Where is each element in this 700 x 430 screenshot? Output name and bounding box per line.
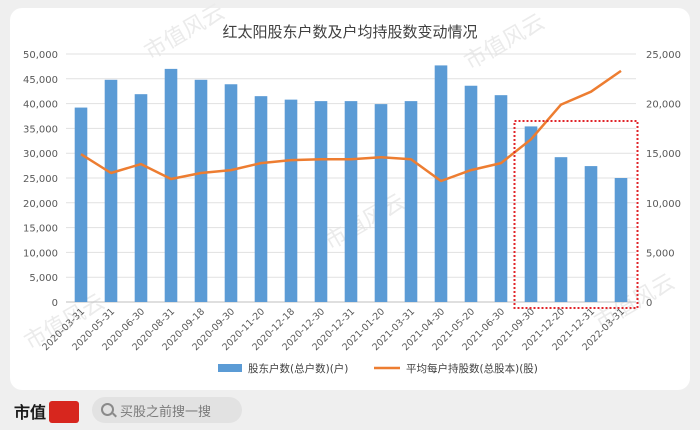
watermark-text: 市值风云 — [321, 190, 410, 256]
y-left-tick-label: 0 — [52, 298, 58, 309]
bar-shareholders — [194, 79, 208, 303]
y-left-tick-label: 25,000 — [23, 174, 58, 185]
y-left-tick-label: 45,000 — [23, 75, 58, 86]
y-right-tick-label: 20,000 — [646, 100, 681, 111]
bar-shareholders — [494, 95, 508, 302]
brand-logo[interactable]: 市值 — [14, 399, 80, 423]
y-left-tick-label: 10,000 — [23, 248, 58, 259]
y-right-tick-label: 10,000 — [646, 199, 681, 210]
bar-shareholders — [464, 85, 478, 302]
y-right-tick-label: 0 — [646, 298, 652, 309]
highlight-box — [513, 120, 639, 309]
bar-shareholders — [374, 104, 388, 302]
y-left-tick-label: 35,000 — [23, 124, 58, 135]
bar-shareholders — [134, 94, 148, 303]
bar-shareholders — [524, 126, 538, 302]
search-icon — [101, 403, 114, 416]
line-avg-shares — [80, 69, 622, 183]
bar-shareholders — [614, 178, 628, 302]
y-left-tick-label: 20,000 — [23, 199, 58, 210]
y-left-tick-label: 5,000 — [29, 273, 58, 284]
chart-title: 红太阳股东户数及户均持股数变动情况 — [222, 23, 477, 41]
y-right-tick-label: 15,000 — [646, 149, 681, 160]
bar-shareholders — [554, 157, 568, 302]
legend-swatch-bar — [218, 364, 242, 372]
search-box[interactable]: 买股之前搜一搜 — [92, 397, 242, 423]
y-right-tick-label: 5,000 — [646, 248, 675, 259]
bar-shareholders — [254, 96, 268, 302]
bar-shareholders — [164, 68, 178, 302]
bar-shareholders — [344, 101, 358, 303]
bar-shareholders — [314, 101, 328, 303]
bar-shareholders — [104, 79, 118, 303]
y-left-tick-label: 15,000 — [23, 224, 58, 235]
watermark-text: 市值风云 — [461, 10, 550, 76]
bar-shareholders — [584, 166, 598, 302]
brand-seal-icon — [49, 401, 80, 423]
bar-shareholders — [74, 107, 88, 303]
y-left-tick-label: 30,000 — [23, 149, 58, 160]
bar-shareholders — [434, 65, 448, 303]
bar-shareholders — [404, 101, 418, 303]
search-placeholder: 买股之前搜一搜 — [120, 405, 212, 420]
footer-bar: 市值 买股之前搜一搜 — [0, 392, 700, 430]
y-left-tick-label: 50,000 — [23, 50, 58, 61]
y-left-tick-label: 40,000 — [23, 100, 58, 111]
y-right-tick-label: 25,000 — [646, 50, 681, 61]
brand-name: 市值 — [14, 403, 47, 422]
bar-shareholders — [224, 84, 238, 302]
legend-label-bar: 股东户数(总户数)(户) — [248, 362, 348, 375]
legend-label-line: 平均每户持股数(总股本)(股) — [406, 362, 538, 375]
bar-shareholders — [284, 99, 298, 302]
watermark-text: 市值风云 — [141, 0, 230, 65]
